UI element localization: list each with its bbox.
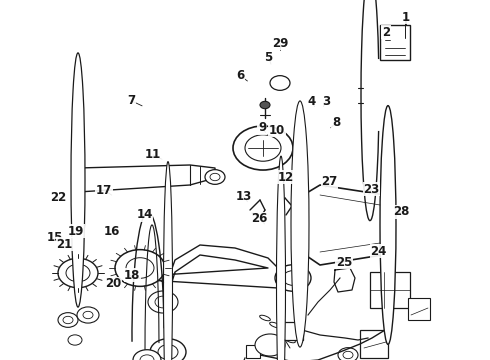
Text: 21: 21	[56, 238, 73, 251]
Text: 12: 12	[277, 171, 294, 184]
Circle shape	[260, 101, 270, 109]
Circle shape	[155, 296, 171, 308]
Text: 7: 7	[127, 94, 135, 107]
Text: 4: 4	[307, 95, 315, 108]
Polygon shape	[295, 185, 392, 265]
FancyBboxPatch shape	[278, 322, 303, 340]
Circle shape	[83, 311, 93, 319]
Circle shape	[158, 345, 178, 359]
Ellipse shape	[270, 322, 280, 328]
FancyBboxPatch shape	[246, 345, 260, 358]
Text: 23: 23	[363, 183, 380, 195]
Text: 17: 17	[96, 184, 112, 197]
Circle shape	[63, 316, 73, 324]
Circle shape	[150, 339, 186, 360]
Text: 19: 19	[68, 225, 84, 238]
Circle shape	[126, 258, 154, 278]
Text: 24: 24	[370, 245, 387, 258]
Text: 11: 11	[145, 148, 161, 161]
Text: 26: 26	[251, 212, 268, 225]
Text: 14: 14	[136, 208, 153, 221]
Text: 16: 16	[103, 225, 120, 238]
Ellipse shape	[380, 105, 396, 345]
Polygon shape	[116, 245, 285, 295]
Text: 1: 1	[402, 11, 410, 24]
Text: 6: 6	[236, 69, 244, 82]
Circle shape	[270, 76, 290, 90]
Ellipse shape	[291, 101, 309, 347]
Circle shape	[275, 265, 311, 291]
FancyBboxPatch shape	[380, 25, 410, 60]
Circle shape	[133, 350, 161, 360]
Circle shape	[255, 334, 285, 356]
Ellipse shape	[285, 337, 295, 343]
Circle shape	[58, 258, 98, 288]
Ellipse shape	[278, 329, 288, 335]
Text: 28: 28	[393, 205, 410, 218]
Text: 27: 27	[321, 175, 338, 188]
FancyBboxPatch shape	[408, 298, 430, 320]
Text: 2: 2	[382, 26, 390, 39]
Text: 8: 8	[332, 116, 340, 129]
Ellipse shape	[260, 315, 270, 321]
Text: 15: 15	[47, 231, 64, 244]
Text: 20: 20	[105, 277, 122, 290]
Circle shape	[210, 173, 220, 181]
Ellipse shape	[71, 53, 85, 307]
Ellipse shape	[276, 156, 286, 360]
Circle shape	[148, 291, 178, 313]
Circle shape	[68, 335, 82, 345]
Circle shape	[205, 170, 225, 184]
Circle shape	[77, 307, 99, 323]
Polygon shape	[334, 268, 355, 292]
Text: 18: 18	[124, 269, 141, 282]
Polygon shape	[78, 165, 215, 192]
Text: 29: 29	[272, 37, 289, 50]
Text: 10: 10	[269, 124, 285, 137]
Text: 3: 3	[322, 95, 330, 108]
Circle shape	[283, 271, 303, 285]
Text: 22: 22	[49, 191, 66, 204]
Circle shape	[338, 348, 358, 360]
FancyBboxPatch shape	[370, 272, 410, 308]
Text: 13: 13	[235, 190, 252, 203]
Circle shape	[115, 249, 165, 286]
Circle shape	[66, 264, 90, 282]
Text: 25: 25	[336, 256, 352, 269]
Text: 9: 9	[258, 121, 266, 134]
Circle shape	[233, 126, 293, 170]
Text: 5: 5	[265, 51, 272, 64]
Circle shape	[245, 135, 281, 161]
Circle shape	[58, 312, 78, 327]
Circle shape	[343, 351, 353, 359]
Circle shape	[140, 355, 154, 360]
Ellipse shape	[164, 162, 172, 360]
FancyBboxPatch shape	[360, 330, 388, 358]
